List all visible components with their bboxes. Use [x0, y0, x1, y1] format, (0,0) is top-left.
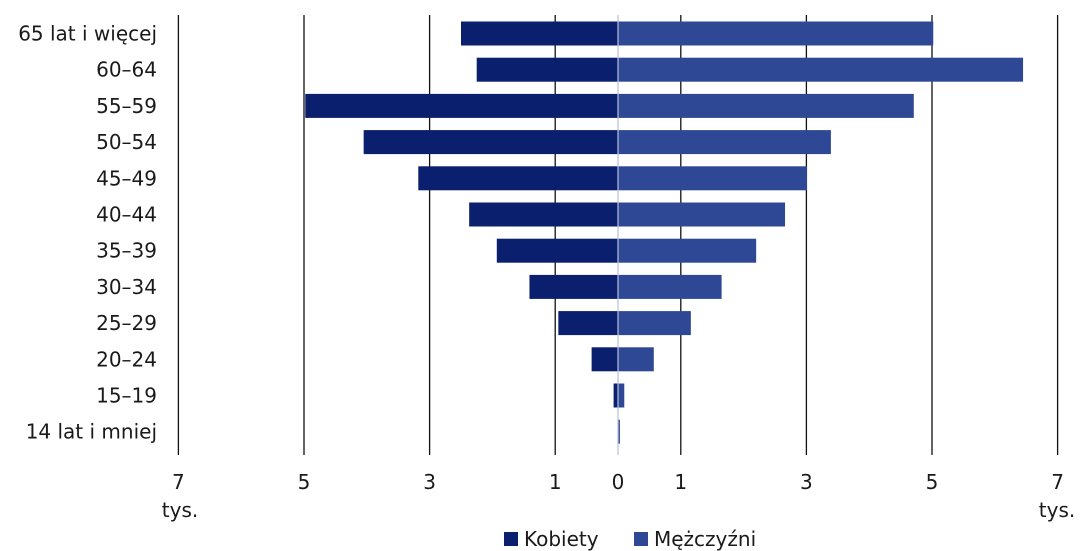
category-label: 65 lat i więcej	[18, 22, 157, 46]
category-labels: 65 lat i więcej 60–64 55–59 50–54 45–49 40–44…	[18, 22, 157, 444]
legend-swatch-mezczyzni	[634, 532, 648, 546]
tick-label: 1	[549, 470, 562, 494]
legend-label-kobiety: Kobiety	[524, 527, 599, 551]
tick-label: 3	[800, 470, 813, 494]
bar-kobiety	[558, 311, 618, 336]
bar-kobiety	[496, 238, 618, 263]
bar-mezczyzni	[618, 347, 654, 372]
category-label: 15–19	[96, 384, 157, 408]
bar-kobiety	[418, 166, 618, 191]
bar-mezczyzni	[618, 238, 757, 263]
bar-mezczyzni	[618, 166, 808, 191]
tick-labels: 7 5 3 1 0 1 3 5 7	[172, 470, 1064, 494]
tick-label: 1	[674, 470, 687, 494]
bar-kobiety	[305, 93, 618, 118]
category-label: 35–39	[96, 239, 157, 263]
bar-kobiety	[529, 274, 618, 299]
bar-mezczyzni	[618, 130, 831, 155]
bar-kobiety	[469, 202, 618, 227]
tick-label: 5	[926, 470, 939, 494]
bar-kobiety	[591, 347, 618, 372]
bar-mezczyzni	[618, 274, 722, 299]
legend-label-mezczyzni: Mężczyźni	[654, 527, 756, 551]
bar-mezczyzni	[618, 57, 1024, 82]
bars	[305, 21, 1024, 444]
category-label: 14 lat i mniej	[26, 420, 157, 444]
legend: Kobiety Mężczyźni	[504, 527, 756, 551]
bar-mezczyzni	[618, 202, 786, 227]
category-label: 45–49	[96, 166, 157, 190]
tick-label: 0	[612, 470, 625, 494]
bar-mezczyzni	[618, 311, 691, 336]
category-label: 55–59	[96, 94, 157, 118]
bar-kobiety	[461, 21, 618, 46]
bar-kobiety	[363, 130, 618, 155]
bar-mezczyzni	[618, 383, 625, 408]
bar-kobiety	[476, 57, 618, 82]
category-label: 40–44	[96, 203, 157, 227]
category-label: 60–64	[96, 58, 157, 82]
category-label: 25–29	[96, 311, 157, 335]
tick-label: 5	[298, 470, 311, 494]
category-label: 20–24	[96, 347, 157, 371]
bar-kobiety	[613, 383, 618, 408]
category-label: 50–54	[96, 130, 157, 154]
unit-label-left: tys.	[162, 498, 198, 522]
category-label: 30–34	[96, 275, 157, 299]
tick-label: 7	[1051, 470, 1064, 494]
tick-label: 7	[172, 470, 185, 494]
unit-label-right: tys.	[1039, 498, 1075, 522]
bar-mezczyzni	[618, 419, 620, 444]
legend-swatch-kobiety	[504, 532, 518, 546]
bar-mezczyzni	[618, 21, 934, 46]
grid-lines	[177, 15, 1059, 455]
tick-label: 3	[423, 470, 436, 494]
bar-mezczyzni	[618, 93, 914, 118]
